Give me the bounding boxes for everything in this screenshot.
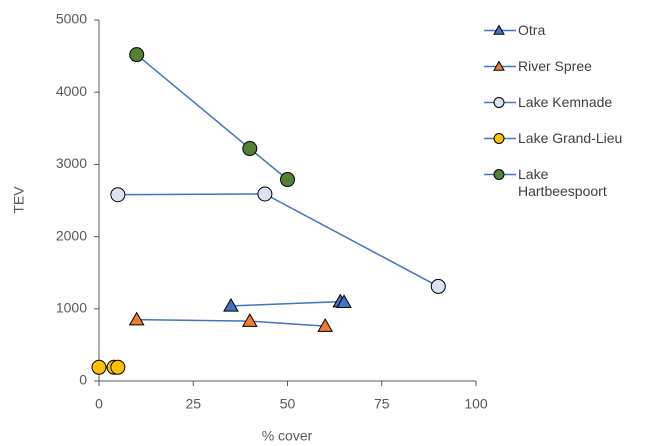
x-tick-label: 75 [374,396,390,412]
y-tick-label: 3000 [56,155,87,171]
marker [493,24,505,35]
marker [430,278,446,294]
legend-icon [484,24,516,35]
legend-item: Lake Hartbeespoort [484,166,638,200]
legend-label: Lake Grand-Lieu [518,130,623,146]
marker [129,47,145,63]
marker [493,169,505,180]
legend-label: Lake Kemnade [518,94,613,110]
y-tick-label: 5000 [56,11,87,27]
legend-label: Lake Hartbeespoort [518,166,607,199]
series-line [136,54,288,181]
marker [223,297,239,312]
marker [242,141,258,157]
marker [336,294,352,309]
series-line [136,318,326,327]
x-tick-label: 50 [280,396,296,412]
legend-label: River Spree [518,58,592,74]
legend-icon [484,60,516,71]
legend-label: Otra [518,22,546,38]
marker [241,313,258,327]
y-tick-label: 1000 [56,300,87,316]
marker [493,133,505,144]
y-tick-label: 2000 [56,227,87,243]
y-tick-label: 0 [79,372,87,388]
marker [493,60,505,71]
y-tick-label: 4000 [56,83,87,99]
legend-item: River Spree [484,58,638,75]
legend-icon [484,97,516,108]
legend-item: Otra [484,22,638,39]
legend-icon [484,133,516,144]
y-axis-label: TEV [11,186,27,214]
series-line [117,193,439,288]
marker [110,359,126,375]
x-tick-label: 25 [185,396,201,412]
x-tick-label: 0 [95,396,103,412]
marker [128,311,145,326]
marker [257,186,273,202]
legend-item: Lake Kemnade [484,94,638,111]
series-line [230,300,345,307]
legend-item: Lake Grand-Lieu [484,130,638,147]
marker [110,187,126,203]
x-axis-label: % cover [262,428,313,444]
marker [280,172,295,188]
marker [317,318,334,332]
marker [91,359,107,375]
legend-icon [484,169,516,180]
x-tick-label: 100 [464,396,488,412]
marker [493,97,505,108]
